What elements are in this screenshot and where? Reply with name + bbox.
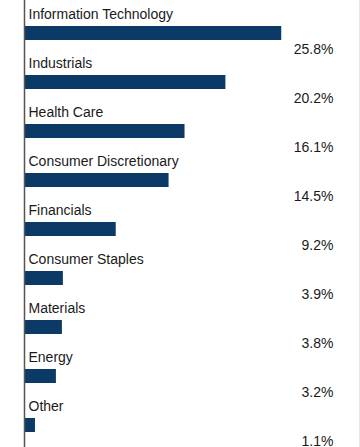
svg-text:3.8%: 3.8% [302, 335, 334, 351]
svg-text:Health Care: Health Care [29, 104, 104, 120]
svg-text:3.9%: 3.9% [302, 286, 334, 302]
svg-text:25.8%: 25.8% [294, 41, 334, 57]
svg-text:Energy: Energy [29, 349, 73, 365]
svg-text:16.1%: 16.1% [294, 139, 334, 155]
svg-text:Consumer Discretionary: Consumer Discretionary [29, 153, 179, 169]
svg-text:Financials: Financials [29, 202, 92, 218]
svg-text:1.1%: 1.1% [302, 433, 334, 447]
svg-text:Other: Other [29, 398, 64, 414]
svg-text:Information Technology: Information Technology [29, 6, 174, 22]
svg-text:Consumer Staples: Consumer Staples [29, 251, 144, 267]
svg-text:Industrials: Industrials [29, 55, 93, 71]
svg-text:3.2%: 3.2% [302, 384, 334, 400]
svg-text:Materials: Materials [29, 300, 86, 316]
svg-text:9.2%: 9.2% [302, 237, 334, 253]
svg-text:20.2%: 20.2% [294, 90, 334, 106]
svg-text:14.5%: 14.5% [294, 188, 334, 204]
